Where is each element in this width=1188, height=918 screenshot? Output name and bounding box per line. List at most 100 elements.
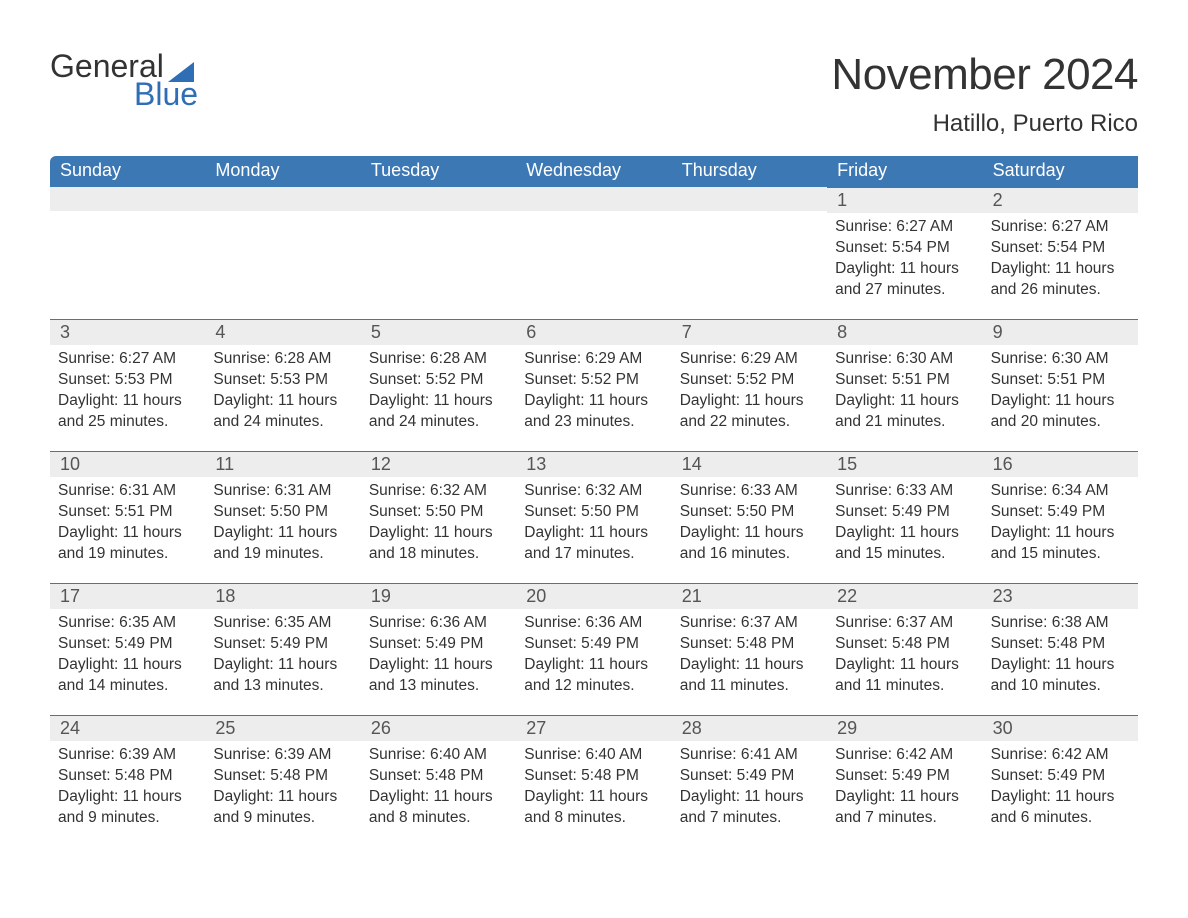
empty-date-bar (516, 187, 671, 211)
date-bar: 19 (361, 583, 516, 609)
sunrise-line: Sunrise: 6:35 AM (213, 613, 352, 634)
date-bar: 22 (827, 583, 982, 609)
sunset-line: Sunset: 5:49 PM (835, 766, 974, 787)
daylight-line: Daylight: 11 hours and 23 minutes. (524, 391, 663, 433)
sunset-line: Sunset: 5:49 PM (991, 766, 1130, 787)
day-info: Sunrise: 6:35 AMSunset: 5:49 PMDaylight:… (58, 613, 197, 697)
date-bar: 18 (205, 583, 360, 609)
day-info: Sunrise: 6:41 AMSunset: 5:49 PMDaylight:… (680, 745, 819, 829)
date-bar: 10 (50, 451, 205, 477)
sunset-line: Sunset: 5:52 PM (680, 370, 819, 391)
sunset-line: Sunset: 5:48 PM (369, 766, 508, 787)
day-cell-24: 24Sunrise: 6:39 AMSunset: 5:48 PMDayligh… (50, 715, 205, 847)
empty-cell (361, 187, 516, 319)
day-info: Sunrise: 6:33 AMSunset: 5:49 PMDaylight:… (835, 481, 974, 565)
daylight-line: Daylight: 11 hours and 24 minutes. (369, 391, 508, 433)
daylight-line: Daylight: 11 hours and 26 minutes. (991, 259, 1130, 301)
sunrise-line: Sunrise: 6:28 AM (213, 349, 352, 370)
sunset-line: Sunset: 5:51 PM (835, 370, 974, 391)
date-bar: 13 (516, 451, 671, 477)
daylight-line: Daylight: 11 hours and 8 minutes. (369, 787, 508, 829)
sunset-line: Sunset: 5:50 PM (524, 502, 663, 523)
date-bar: 29 (827, 715, 982, 741)
day-header-friday: Friday (827, 156, 982, 187)
sunrise-line: Sunrise: 6:42 AM (835, 745, 974, 766)
day-cell-29: 29 Sunrise: 6:42 AMSunset: 5:49 PMDayligh… (827, 715, 982, 847)
empty-date-bar (50, 187, 205, 211)
day-cell-10: 10 Sunrise: 6:31 AMSunset: 5:51 PMDayligh… (50, 451, 205, 583)
daylight-line: Daylight: 11 hours and 25 minutes. (58, 391, 197, 433)
day-cell-9: 9 Sunrise: 6:30 AMSunset: 5:51 PMDaylight… (983, 319, 1138, 451)
daylight-line: Daylight: 11 hours and 15 minutes. (991, 523, 1130, 565)
day-info: Sunrise: 6:36 AMSunset: 5:49 PMDaylight:… (369, 613, 508, 697)
day-info: Sunrise: 6:34 AMSunset: 5:49 PMDaylight:… (991, 481, 1130, 565)
daylight-line: Daylight: 11 hours and 19 minutes. (213, 523, 352, 565)
sunrise-line: Sunrise: 6:36 AM (524, 613, 663, 634)
sunset-line: Sunset: 5:48 PM (58, 766, 197, 787)
daylight-line: Daylight: 11 hours and 27 minutes. (835, 259, 974, 301)
sunset-line: Sunset: 5:50 PM (213, 502, 352, 523)
day-cell-14: 14Sunrise: 6:33 AMSunset: 5:50 PMDayligh… (672, 451, 827, 583)
sunrise-line: Sunrise: 6:33 AM (835, 481, 974, 502)
date-bar: 12 (361, 451, 516, 477)
sunset-line: Sunset: 5:51 PM (991, 370, 1130, 391)
date-bar: 17 (50, 583, 205, 609)
sunset-line: Sunset: 5:54 PM (991, 238, 1130, 259)
date-bar: 23 (983, 583, 1138, 609)
day-cell-3: 3 Sunrise: 6:27 AMSunset: 5:53 PMDaylight… (50, 319, 205, 451)
empty-cell (205, 187, 360, 319)
day-cell-7: 7Sunrise: 6:29 AMSunset: 5:52 PMDaylight… (672, 319, 827, 451)
sunset-line: Sunset: 5:51 PM (58, 502, 197, 523)
day-cell-26: 26Sunrise: 6:40 AMSunset: 5:48 PMDayligh… (361, 715, 516, 847)
day-info: Sunrise: 6:39 AMSunset: 5:48 PMDaylight:… (213, 745, 352, 829)
daylight-line: Daylight: 11 hours and 24 minutes. (213, 391, 352, 433)
sunrise-line: Sunrise: 6:29 AM (524, 349, 663, 370)
sunrise-line: Sunrise: 6:42 AM (991, 745, 1130, 766)
day-cell-18: 18Sunrise: 6:35 AMSunset: 5:49 PMDayligh… (205, 583, 360, 715)
date-bar: 9 (983, 319, 1138, 345)
day-info: Sunrise: 6:38 AMSunset: 5:48 PMDaylight:… (991, 613, 1130, 697)
sunset-line: Sunset: 5:49 PM (58, 634, 197, 655)
sunset-line: Sunset: 5:49 PM (369, 634, 508, 655)
day-header-sunday: Sunday (50, 156, 205, 187)
date-bar: 3 (50, 319, 205, 345)
sunrise-line: Sunrise: 6:37 AM (835, 613, 974, 634)
day-info: Sunrise: 6:37 AMSunset: 5:48 PMDaylight:… (835, 613, 974, 697)
date-bar: 30 (983, 715, 1138, 741)
day-cell-22: 22 Sunrise: 6:37 AMSunset: 5:48 PMDayligh… (827, 583, 982, 715)
day-info: Sunrise: 6:29 AMSunset: 5:52 PMDaylight:… (680, 349, 819, 433)
daylight-line: Daylight: 11 hours and 7 minutes. (835, 787, 974, 829)
date-bar: 11 (205, 451, 360, 477)
date-bar: 27 (516, 715, 671, 741)
daylight-line: Daylight: 11 hours and 8 minutes. (524, 787, 663, 829)
day-cell-8: 8Sunrise: 6:30 AMSunset: 5:51 PMDaylight… (827, 319, 982, 451)
sunrise-line: Sunrise: 6:36 AM (369, 613, 508, 634)
day-info: Sunrise: 6:30 AMSunset: 5:51 PMDaylight:… (991, 349, 1130, 433)
sunrise-line: Sunrise: 6:35 AM (58, 613, 197, 634)
sunrise-line: Sunrise: 6:34 AM (991, 481, 1130, 502)
logo: General Blue (50, 50, 198, 110)
empty-cell (672, 187, 827, 319)
date-bar: 1 (827, 187, 982, 213)
sunrise-line: Sunrise: 6:39 AM (213, 745, 352, 766)
sunrise-line: Sunrise: 6:27 AM (835, 217, 974, 238)
day-header-monday: Monday (205, 156, 360, 187)
day-info: Sunrise: 6:40 AMSunset: 5:48 PMDaylight:… (524, 745, 663, 829)
day-cell-13: 13Sunrise: 6:32 AMSunset: 5:50 PMDayligh… (516, 451, 671, 583)
day-header-thursday: Thursday (672, 156, 827, 187)
sunset-line: Sunset: 5:53 PM (58, 370, 197, 391)
date-bar: 28 (672, 715, 827, 741)
date-bar: 6 (516, 319, 671, 345)
sunrise-line: Sunrise: 6:27 AM (58, 349, 197, 370)
sunrise-line: Sunrise: 6:32 AM (524, 481, 663, 502)
day-info: Sunrise: 6:31 AMSunset: 5:51 PMDaylight:… (58, 481, 197, 565)
day-cell-11: 11Sunrise: 6:31 AMSunset: 5:50 PMDayligh… (205, 451, 360, 583)
date-bar: 15 (827, 451, 982, 477)
day-cell-25: 25Sunrise: 6:39 AMSunset: 5:48 PMDayligh… (205, 715, 360, 847)
day-cell-16: 16Sunrise: 6:34 AMSunset: 5:49 PMDayligh… (983, 451, 1138, 583)
date-bar: 4 (205, 319, 360, 345)
date-bar: 20 (516, 583, 671, 609)
sunrise-line: Sunrise: 6:38 AM (991, 613, 1130, 634)
empty-date-bar (361, 187, 516, 211)
day-header-tuesday: Tuesday (361, 156, 516, 187)
